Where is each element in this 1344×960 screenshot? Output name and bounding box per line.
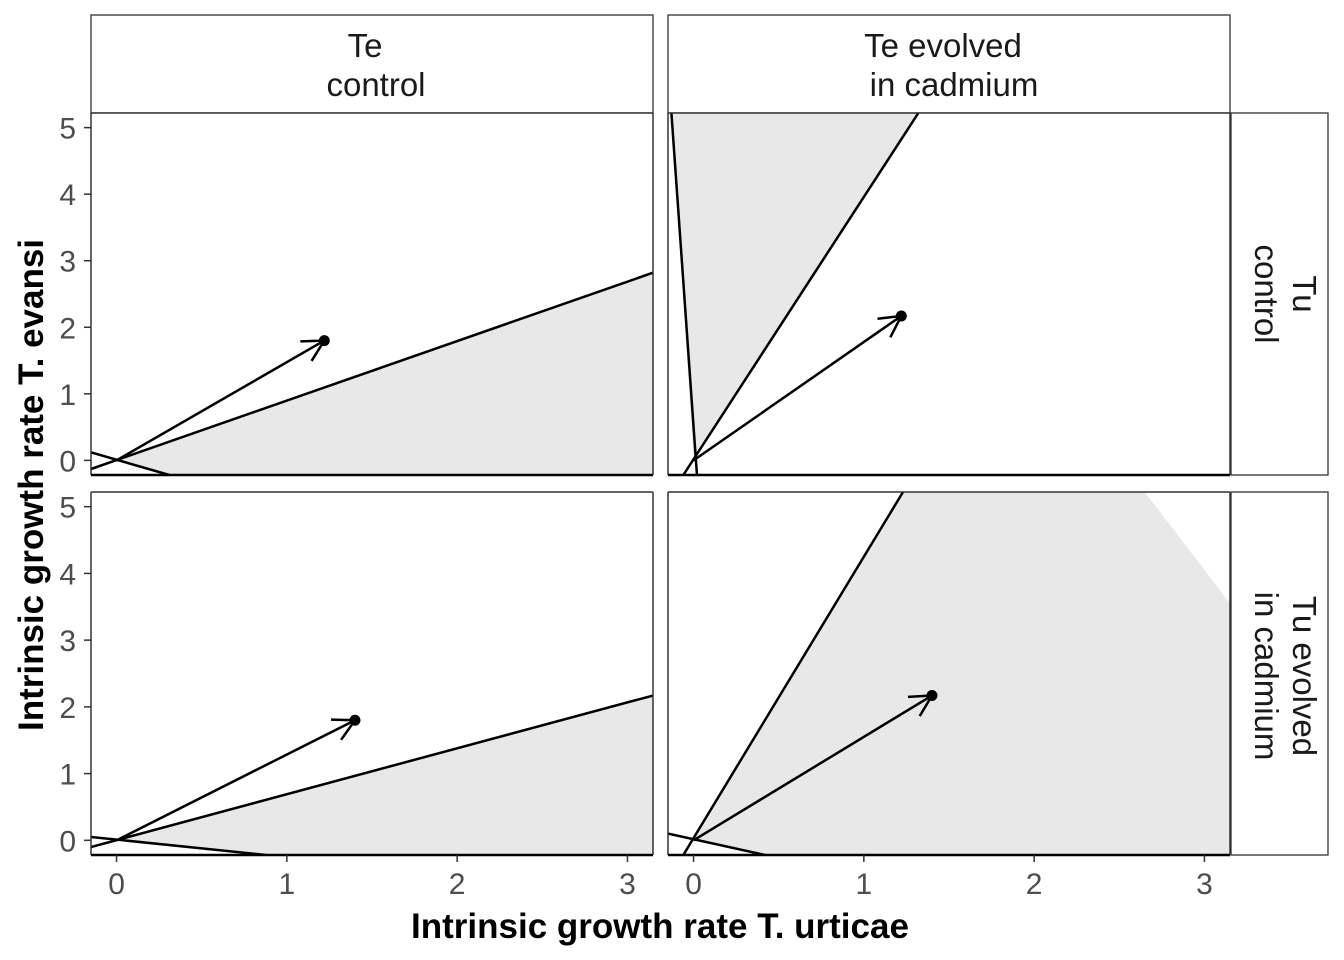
y-axis-row-2: 0 1 2 3 4 5 [59, 492, 91, 858]
strip-label: Te [348, 27, 383, 64]
x-tick-label: 3 [619, 868, 636, 901]
y-axis-row-1: 0 1 2 3 4 5 [59, 113, 91, 478]
panel-te-control-tu-evolved [90, 491, 654, 857]
y-tick-label: 4 [59, 558, 76, 591]
y-tick-label: 1 [59, 759, 76, 792]
data-point [926, 690, 938, 702]
boundary-line-2 [670, 113, 699, 475]
y-tick-label: 3 [59, 625, 76, 658]
column-strip-te-evolved: Te evolved in cadmium [667, 14, 1231, 114]
y-tick-label: 2 [59, 312, 76, 345]
strip-label: Te evolved [864, 27, 1022, 64]
strip-label: in cadmium [1248, 592, 1285, 761]
panel-plot-area [668, 492, 1230, 855]
boundary-line-2 [91, 835, 267, 855]
x-tick-label: 0 [108, 868, 125, 901]
panel-plot-area [670, 113, 920, 475]
x-tick-label: 0 [685, 868, 702, 901]
arrow-shaft [692, 314, 903, 462]
strip-label: in cadmium [870, 66, 1039, 103]
data-point [318, 335, 330, 347]
x-tick-label: 2 [449, 868, 466, 901]
y-axis-title: Intrinsic growth rate T. evansi [12, 239, 51, 731]
coexistence-region [116, 695, 653, 855]
row-strip-tu-evolved: Tu evolved in cadmium [1230, 491, 1329, 856]
y-tick-label: 5 [59, 492, 76, 525]
panel-te-evolved-tu-control [667, 112, 1231, 477]
arrow-shaft [692, 694, 933, 842]
x-tick-label: 1 [279, 868, 296, 901]
boundary-line-2 [668, 832, 766, 855]
strip-label: Tu evolved [1286, 596, 1323, 756]
strip-label: Tu [1286, 275, 1323, 312]
boundary-line-1 [682, 113, 920, 475]
y-tick-label: 0 [59, 825, 76, 858]
strip-label: control [1248, 244, 1285, 343]
strip-label: control [326, 66, 425, 103]
x-axis-title: Intrinsic growth rate T. urticae [411, 907, 909, 946]
row-strip-tu-control: Tu control [1230, 112, 1329, 476]
panel-plot-area [91, 694, 653, 855]
y-tick-label: 2 [59, 692, 76, 725]
x-axis-col-1: 0 1 2 3 [108, 855, 636, 901]
boundary-line-1 [682, 492, 905, 855]
coexistence-region [116, 272, 653, 475]
x-tick-label: 2 [1026, 868, 1043, 901]
y-tick-label: 5 [59, 113, 76, 146]
y-tick-label: 0 [59, 445, 76, 478]
column-strip-te-control: Te control [90, 14, 654, 114]
arrow-shaft [115, 339, 325, 462]
y-tick-label: 1 [59, 379, 76, 412]
arrow-shaft [115, 719, 356, 842]
coexistence-region [693, 492, 1230, 855]
data-point [349, 714, 361, 726]
y-tick-label: 3 [59, 246, 76, 279]
y-tick-label: 4 [59, 179, 76, 212]
x-tick-label: 3 [1196, 868, 1213, 901]
boundary-line-1 [91, 694, 653, 849]
x-axis-col-2: 0 1 2 3 [685, 855, 1213, 901]
boundary-line-1 [91, 271, 653, 471]
coexistence-region [671, 113, 919, 461]
panel-te-evolved-tu-evolved [667, 491, 1231, 857]
x-tick-label: 1 [856, 868, 873, 901]
data-point [895, 310, 907, 322]
panel-plot-area [91, 271, 653, 475]
boundary-line-2 [91, 451, 170, 475]
panel-te-control-tu-control [90, 112, 654, 477]
